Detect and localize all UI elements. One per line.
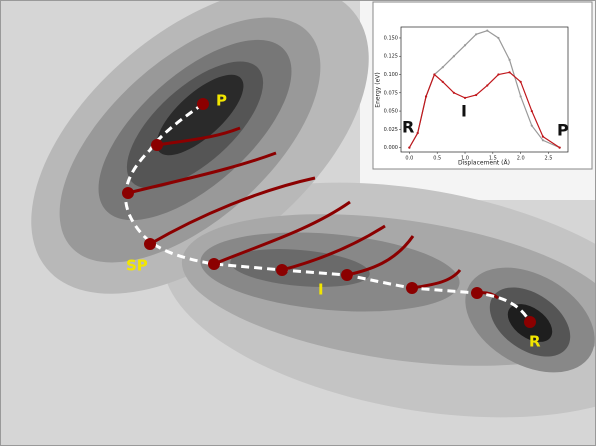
label-sp: SP: [126, 257, 148, 275]
point: [519, 95, 522, 98]
point: [558, 146, 561, 149]
point: [424, 95, 428, 98]
inset-panel: [372, 1, 593, 170]
y-tick-label: 0.150: [384, 35, 398, 41]
point: [475, 33, 478, 36]
x-axis-label: Displacement (Å): [458, 160, 510, 167]
point: [486, 84, 489, 87]
point: [416, 131, 419, 135]
point: [441, 66, 444, 69]
y-tick-label: 0.000: [384, 145, 398, 151]
point: [497, 36, 500, 40]
point: [452, 55, 455, 58]
y-tick-label: 0.125: [384, 54, 398, 60]
point: [463, 96, 467, 100]
label-p: P: [216, 92, 227, 110]
point: [519, 80, 522, 83]
point: [463, 44, 467, 47]
images: [122, 98, 536, 328]
y-tick-label: 0.075: [384, 90, 398, 96]
point: [475, 93, 478, 97]
label-i: I: [318, 281, 324, 299]
inset-axes: [400, 26, 569, 153]
point: [452, 91, 455, 94]
y-tick-label: 0.050: [384, 109, 398, 115]
point: [433, 73, 436, 76]
point: [541, 139, 545, 142]
y-axis-label: Energy (eV): [375, 72, 382, 107]
x-tick-label: 0.0: [405, 156, 413, 162]
point: [530, 124, 533, 127]
point: [497, 73, 500, 76]
annotation: R: [402, 118, 414, 137]
y-tick-label: 0.100: [384, 72, 398, 78]
point: [486, 29, 489, 32]
x-tick-label: 2.5: [545, 156, 553, 162]
annotation: I: [461, 102, 467, 121]
point: [530, 109, 533, 113]
x-tick-label: 1.5: [489, 156, 497, 162]
label-r: R: [529, 333, 541, 351]
x-tick-label: 2.0: [517, 156, 525, 162]
point: [441, 80, 444, 83]
y-tick-label: 0.025: [384, 127, 398, 133]
point: [508, 58, 511, 61]
x-tick-label: 0.5: [433, 156, 441, 162]
annotation: P: [557, 121, 569, 140]
inset-chart: Displacement (Å) Energy (eV) R I P 0.000…: [372, 1, 593, 170]
x-tick-label: 1.0: [461, 156, 469, 162]
point: [508, 71, 511, 74]
point: [408, 146, 411, 149]
point: [541, 135, 545, 138]
